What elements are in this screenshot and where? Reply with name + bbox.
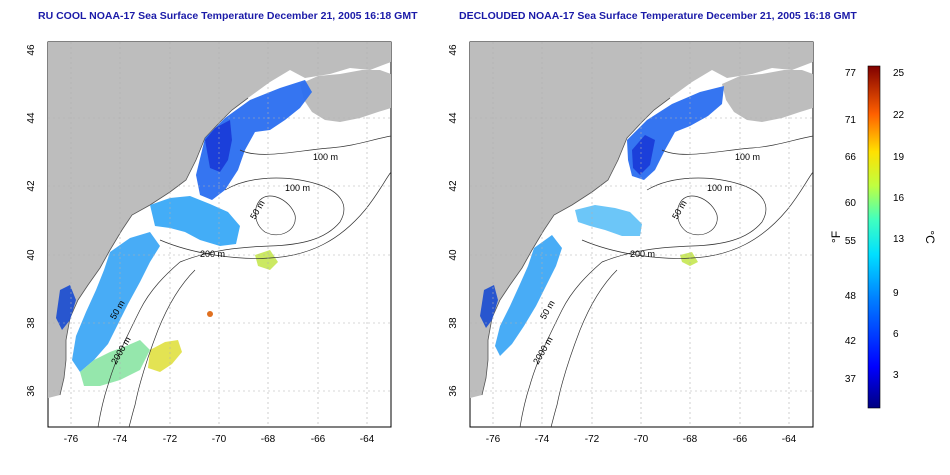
- x-tick-label: -72: [163, 434, 178, 445]
- x-tick-label: -74: [113, 434, 128, 445]
- contour-label: 200 m: [630, 249, 655, 259]
- y-tick-label: 42: [26, 180, 37, 192]
- graticule: [48, 42, 391, 427]
- y-tick-label: 36: [448, 385, 459, 397]
- sst-shelf-mid: [72, 232, 160, 372]
- x-tick-label: -72: [585, 434, 600, 445]
- x-tick-label: -74: [535, 434, 550, 445]
- celsius-tick: 6: [893, 329, 899, 340]
- y-tick-label: 38: [26, 317, 37, 329]
- fahrenheit-tick: 77: [845, 68, 857, 79]
- bathymetry-contours: [97, 135, 391, 427]
- land-nova-scotia: [722, 70, 813, 122]
- sst-georges-warm: [255, 250, 278, 270]
- y-tick-label: 38: [448, 317, 459, 329]
- sst-shelf-mid: [495, 235, 562, 356]
- y-tick-label: 40: [26, 249, 37, 261]
- sst-chesapeake-cold: [56, 285, 76, 330]
- x-tick-label: -64: [360, 434, 375, 445]
- y-tick-label: 36: [26, 385, 37, 397]
- graticule: [470, 42, 813, 427]
- x-tick-label: -70: [212, 434, 227, 445]
- sst-spot-warm: [207, 311, 213, 317]
- contour-label: 100 m: [735, 152, 760, 162]
- celsius-tick: 9: [893, 288, 899, 299]
- sst-shelf-south-warm: [80, 340, 150, 386]
- coastline: [481, 97, 671, 396]
- x-tick-label: -76: [486, 434, 501, 445]
- celsius-tick: 22: [893, 110, 905, 121]
- right-map: 100 m 100 m 50 m 200 m 50 m 2000 m -76 -…: [448, 41, 814, 445]
- x-tick-label: -68: [261, 434, 276, 445]
- y-tick-label: 44: [26, 112, 37, 124]
- celsius-tick: 13: [893, 234, 905, 245]
- x-tick-label: -76: [64, 434, 79, 445]
- fahrenheit-tick: 37: [845, 374, 857, 385]
- fahrenheit-tick: 42: [845, 336, 857, 347]
- contour-label: 200 m: [200, 249, 225, 259]
- y-tick-label: 40: [448, 249, 459, 261]
- bathymetry-contours: [519, 135, 813, 427]
- sst-georges-warm: [680, 252, 698, 266]
- celsius-tick: 16: [893, 193, 905, 204]
- y-tick-label: 44: [448, 112, 459, 124]
- x-tick-label: -66: [733, 434, 748, 445]
- celsius-tick: 3: [893, 370, 899, 381]
- celsius-label: °C: [923, 230, 937, 244]
- colorbar-gradient: [867, 65, 881, 409]
- y-tick-label: 46: [448, 44, 459, 56]
- contour-label: 100 m: [285, 183, 310, 193]
- sst-shelf-north: [150, 196, 240, 246]
- left-map: 100 m 100 m 50 m 200 m 50 m 2000 m -76 -…: [26, 41, 392, 445]
- fahrenheit-tick: 55: [845, 236, 857, 247]
- fahrenheit-tick: 48: [845, 291, 857, 302]
- sst-cold-coastal: [632, 135, 655, 175]
- fahrenheit-label: °F: [829, 231, 843, 243]
- contour-label: 100 m: [313, 152, 338, 162]
- land-mass: [470, 42, 813, 398]
- sst-chesapeake-cold: [480, 285, 498, 328]
- x-tick-label: -64: [782, 434, 797, 445]
- right-map-title: DECLOUDED NOAA-17 Sea Surface Temperatur…: [459, 10, 857, 22]
- fahrenheit-tick: 71: [845, 115, 857, 126]
- y-tick-label: 46: [26, 44, 37, 56]
- fahrenheit-tick: 60: [845, 198, 857, 209]
- y-tick-label: 42: [448, 180, 459, 192]
- contour-label: 100 m: [707, 183, 732, 193]
- sst-gulf-of-maine: [196, 80, 312, 200]
- x-tick-label: -70: [634, 434, 649, 445]
- x-tick-label: -66: [311, 434, 326, 445]
- sst-cold-coastal: [205, 120, 232, 172]
- sst-gulf-stream-warm: [148, 340, 182, 372]
- fahrenheit-tick: 66: [845, 152, 857, 163]
- x-tick-label: -68: [683, 434, 698, 445]
- celsius-tick: 25: [893, 68, 905, 79]
- land-nova-scotia: [300, 70, 391, 122]
- colorbar: 77 71 66 60 55 48 42 37 25 22 19 16 13 9…: [829, 65, 937, 409]
- land-mass: [48, 42, 391, 398]
- left-map-title: RU COOL NOAA-17 Sea Surface Temperature …: [38, 10, 418, 22]
- celsius-tick: 19: [893, 152, 905, 163]
